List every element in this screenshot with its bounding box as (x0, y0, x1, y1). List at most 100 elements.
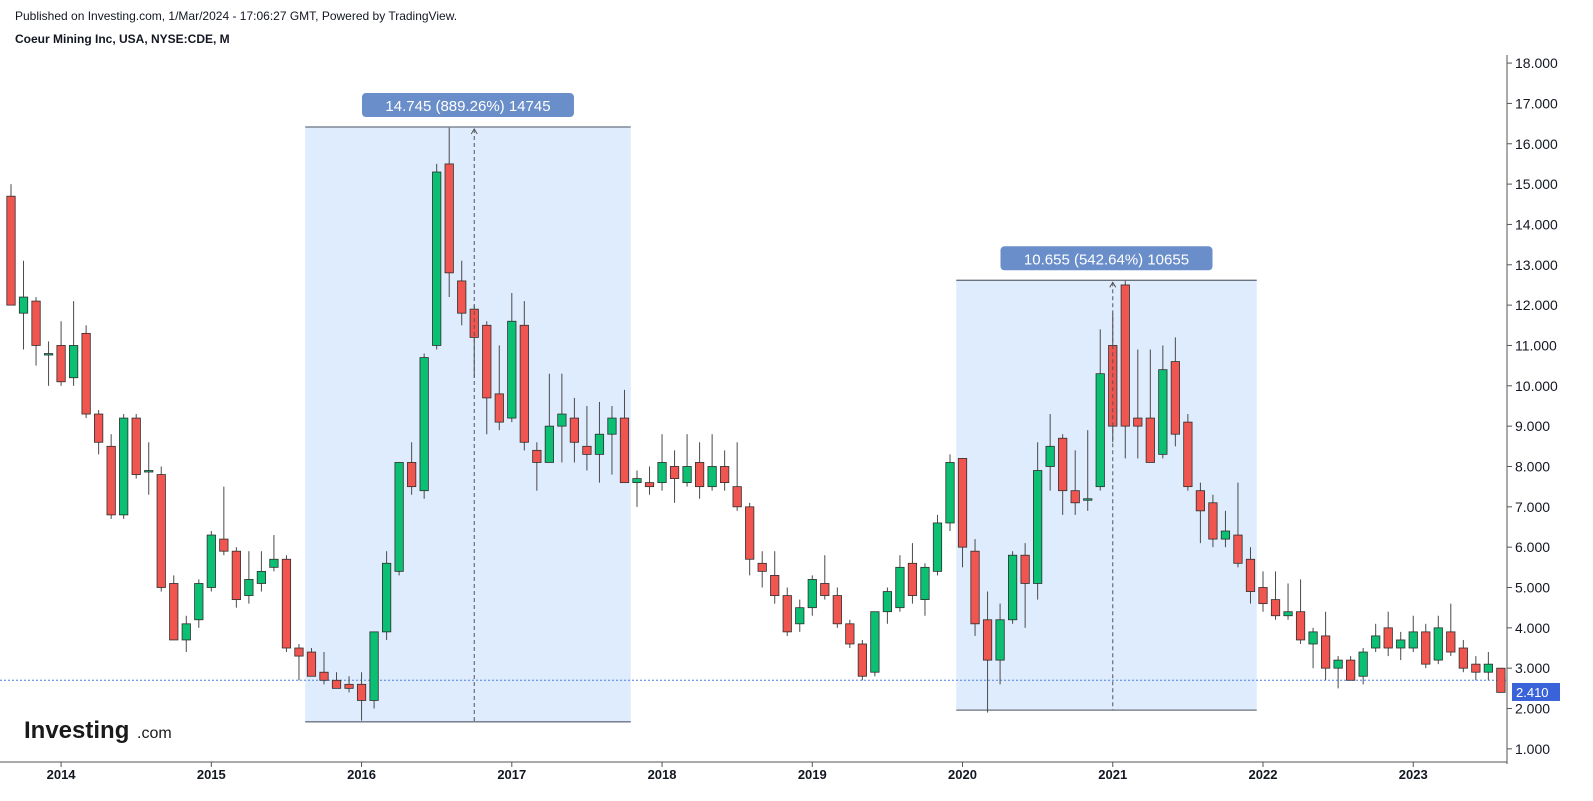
measure-zone-1 (305, 127, 631, 722)
candle-2021-07 (1183, 414, 1193, 491)
measure-arrows (470, 128, 1117, 722)
y-tick-label: 14.000 (1515, 216, 1558, 232)
candle-2015-04 (244, 551, 254, 604)
candle-body (319, 671, 329, 681)
candle-body (6, 195, 16, 306)
candle-body (657, 462, 667, 484)
candle-body (469, 308, 479, 338)
x-tick-label: 2016 (347, 767, 376, 782)
candle-2018-02 (669, 450, 680, 503)
candle-2021-05 (1158, 345, 1168, 459)
candle-2019-03 (832, 587, 842, 628)
candle-body (1433, 627, 1443, 661)
candle-body (1283, 611, 1293, 617)
candle-body (256, 570, 267, 584)
candle-2014-09 (156, 466, 166, 592)
candle-2018-03 (682, 434, 692, 487)
candle-body (69, 345, 79, 379)
y-tick-label: 1.000 (1515, 741, 1550, 757)
y-tick-label: 3.000 (1515, 660, 1550, 676)
candle-2017-04 (544, 373, 554, 463)
candle-2018-11 (782, 587, 792, 636)
candle-2023-05 (1458, 639, 1468, 673)
candle-2014-04 (94, 410, 104, 455)
candle-body (1208, 502, 1218, 540)
candle-2015-09 (306, 648, 317, 677)
candle-2015-12 (344, 676, 354, 693)
candle-2015-01 (206, 531, 216, 592)
last-price-badge (1512, 682, 1560, 701)
candle-2019-09 (907, 543, 918, 604)
candle-2016-11 (482, 321, 492, 435)
candle-body (1020, 554, 1030, 584)
candle-body (181, 623, 191, 641)
candle-2017-03 (532, 442, 542, 491)
candle-body (982, 619, 993, 661)
candles (6, 127, 1506, 721)
candle-body (1070, 490, 1080, 504)
candle-body (1108, 345, 1118, 427)
y-tick-label: 11.000 (1515, 337, 1557, 353)
y-tick-label: 5.000 (1515, 580, 1550, 596)
candle-body (1408, 631, 1418, 649)
candle-2019-06 (870, 611, 880, 677)
candle-body (895, 566, 905, 609)
candle-2018-04 (695, 442, 705, 499)
candle-2017-09 (607, 405, 617, 475)
candle-2023-08 (1496, 667, 1506, 693)
x-tick-label: 2015 (197, 767, 226, 782)
candle-2020-06 (1020, 543, 1030, 628)
candle-body (1421, 631, 1431, 665)
candle-body (569, 417, 580, 443)
published-note: Published on Investing.com, 1/Mar/2024 -… (15, 9, 458, 23)
x-tick-label: 2014 (47, 767, 77, 782)
x-tick-label: 2023 (1399, 767, 1428, 782)
candle-body (594, 433, 605, 455)
candle-body (857, 643, 867, 677)
candle-body (1183, 421, 1193, 488)
candle-2014-05 (106, 434, 116, 519)
candle-body (1095, 373, 1105, 488)
candle-2019-10 (920, 563, 930, 616)
arrow-head-icon (470, 128, 478, 135)
candle-body (444, 163, 454, 274)
candle-2017-12 (644, 466, 655, 495)
candle-body (281, 558, 292, 649)
candle-2019-05 (857, 639, 867, 681)
candle-2014-03 (81, 325, 91, 419)
candle-2016-03 (381, 551, 392, 640)
arrow-head-icon (1109, 281, 1117, 288)
candle-body (832, 595, 842, 625)
candle-2021-06 (1170, 337, 1180, 447)
candle-body (119, 417, 129, 516)
candle-2020-04 (995, 603, 1005, 685)
y-tick-label: 9.000 (1515, 418, 1550, 434)
candle-body (682, 466, 692, 484)
candle-2019-04 (845, 619, 855, 649)
candle-body (920, 566, 930, 601)
candle-2018-07 (732, 442, 742, 511)
candle-body (432, 171, 442, 346)
candle-body (344, 683, 354, 689)
candle-2020-11 (1083, 430, 1093, 511)
y-tick-label: 4.000 (1515, 620, 1550, 636)
candle-body (1145, 417, 1155, 463)
axes: 1.000 2.000 3.000 4.000 5.000 6.000 7.000 8.000… (0, 55, 1560, 782)
candle-2022-07 (1333, 656, 1343, 689)
candle-2022-05 (1308, 627, 1318, 669)
measure-zones (305, 126, 1257, 723)
y-tick-label: 17.000 (1515, 95, 1558, 111)
candle-body (932, 522, 943, 572)
measure-callout-1 (361, 93, 574, 118)
candle-body (144, 470, 154, 473)
candle-2018-05 (707, 434, 717, 491)
candle-2014-06 (119, 414, 129, 519)
candle-body (532, 449, 542, 463)
candle-2020-01 (957, 458, 968, 568)
candle-2015-06 (269, 535, 279, 572)
candle-body (995, 619, 1005, 661)
candle-body (56, 345, 66, 383)
candle-2018-09 (757, 551, 767, 588)
y-tick-label: 2.000 (1515, 701, 1550, 717)
